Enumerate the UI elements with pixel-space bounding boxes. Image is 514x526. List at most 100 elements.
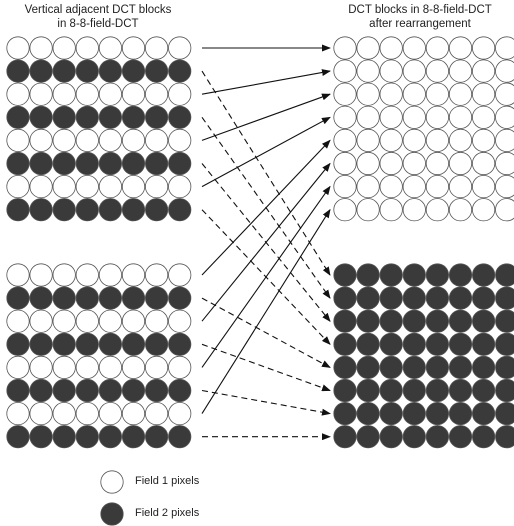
left-top-field1-pixel — [29, 82, 53, 106]
right-bottom-field2-pixel — [356, 309, 380, 333]
right-top-field1-pixel — [471, 128, 496, 152]
right-bottom-field2-pixel — [425, 425, 449, 449]
left-top-field2-pixel — [168, 198, 192, 222]
left-bottom-field2-pixel — [29, 286, 53, 310]
right-top-field1-pixel — [495, 105, 514, 129]
right-top-field1-pixel — [333, 82, 357, 106]
right-bottom-field2-pixel — [402, 401, 426, 426]
left-top-field2-pixel — [75, 151, 99, 176]
right-top-field1-pixel — [425, 175, 449, 199]
right-top-field1-pixel — [495, 128, 514, 152]
left-bottom-field1-pixel — [121, 401, 146, 426]
right-bottom-field2-pixel — [356, 378, 380, 403]
left-bottom-field1-pixel — [98, 263, 123, 287]
right-top-field1-pixel — [333, 198, 357, 222]
field1-arrow — [201, 139, 331, 276]
left-top-field2-pixel — [121, 151, 146, 176]
left-bottom-field1-pixel — [145, 309, 169, 333]
left-top-field1-pixel — [145, 36, 169, 60]
right-title-line1: DCT blocks in 8-8-field-DCT — [348, 4, 492, 16]
left-bottom-field2-pixel — [145, 332, 169, 356]
left-top-field1-pixel — [168, 36, 192, 60]
right-bottom-field2-pixel — [402, 286, 426, 310]
left-top-field1-pixel — [52, 82, 76, 106]
right-bottom-field2-pixel — [425, 263, 449, 287]
right-top-field1-pixel — [425, 151, 449, 176]
right-bottom-field2-pixel — [495, 263, 514, 287]
right-top-field1-pixel — [425, 198, 449, 222]
left-top-field1-pixel — [145, 128, 169, 152]
left-bottom-field2-pixel — [168, 378, 192, 403]
right-top-field1-pixel — [471, 198, 496, 222]
left-top-field2-pixel — [145, 59, 169, 83]
left-bottom-field1-pixel — [29, 355, 53, 379]
right-bottom-field2-pixel — [471, 332, 496, 356]
left-bottom-field2-pixel — [6, 425, 30, 449]
left-bottom-field2-pixel — [75, 378, 99, 403]
right-top-field1-pixel — [356, 175, 380, 199]
right-bottom-field2-pixel — [379, 332, 403, 356]
left-bottom-field2-pixel — [75, 332, 99, 356]
right-bottom-field2-pixel — [495, 402, 514, 426]
right-top-field1-pixel — [356, 105, 380, 129]
field2-arrow — [201, 343, 331, 392]
right-top-field1-pixel — [402, 198, 426, 222]
right-title: DCT blocks in 8-8-field-DCT after rearra… — [322, 3, 514, 31]
right-bottom-field2-pixel — [471, 425, 496, 449]
left-top-field1-pixel — [6, 128, 30, 152]
right-top-field1-pixel — [333, 175, 357, 199]
left-top-field1-pixel — [29, 128, 53, 152]
left-bottom-field1-pixel — [145, 263, 169, 287]
field1-arrow — [201, 162, 331, 322]
left-bottom-field2-pixel — [52, 378, 76, 403]
left-title-line2: in 8-8-field-DCT — [57, 18, 139, 30]
right-bottom-field2-pixel — [448, 263, 473, 287]
right-top-field1-pixel — [495, 151, 514, 176]
left-top-field2-pixel — [168, 151, 192, 176]
right-bottom-field2-pixel — [425, 401, 449, 426]
right-bottom-field2-pixel — [333, 401, 357, 426]
left-top-field2-pixel — [6, 151, 30, 176]
left-bottom-field1-pixel — [6, 309, 30, 333]
left-top-field1-pixel — [121, 82, 146, 106]
left-bottom-field1-pixel — [29, 263, 53, 287]
left-top-field2-pixel — [52, 198, 76, 222]
right-top-field1-pixel — [333, 151, 357, 176]
left-top-field2-pixel — [6, 105, 30, 129]
left-bottom-field2-pixel — [6, 286, 30, 310]
right-bottom-field2-pixel — [333, 425, 357, 449]
right-top-field1-pixel — [425, 82, 449, 106]
left-top-field1-pixel — [29, 36, 53, 60]
left-top-dct-block — [6, 36, 192, 222]
left-top-field1-pixel — [145, 82, 169, 106]
left-bottom-field2-pixel — [52, 425, 76, 449]
right-bottom-field2-pixel — [402, 309, 426, 333]
right-bottom-field2-pixel — [379, 286, 403, 310]
right-bottom-field2-pixel — [333, 355, 357, 379]
left-title-line1: Vertical adjacent DCT blocks — [24, 4, 172, 16]
right-bottom-field2-pixel — [448, 309, 473, 333]
right-bottom-field2-pixel — [471, 401, 496, 426]
left-bottom-field1-pixel — [98, 355, 123, 379]
right-bottom-field2-pixel — [356, 355, 380, 379]
right-top-field1-pixel — [379, 59, 403, 83]
right-top-field1-pixel — [448, 128, 473, 152]
left-bottom-field2-pixel — [121, 332, 146, 356]
left-top-field1-pixel — [121, 175, 146, 199]
right-top-field1-pixel — [402, 128, 426, 152]
left-bottom-field2-pixel — [52, 332, 76, 356]
left-top-field2-pixel — [6, 198, 30, 222]
left-bottom-field1-pixel — [29, 309, 53, 333]
right-bottom-field2-pixel — [471, 355, 496, 379]
left-top-field1-pixel — [98, 36, 123, 60]
left-bottom-field1-pixel — [121, 355, 146, 379]
left-top-field1-pixel — [168, 175, 192, 199]
left-bottom-field1-pixel — [98, 401, 123, 426]
left-top-field2-pixel — [121, 105, 146, 129]
left-bottom-field2-pixel — [168, 286, 192, 310]
left-bottom-field2-pixel — [75, 286, 99, 310]
right-bottom-field2-pixel — [471, 286, 496, 310]
left-bottom-field1-pixel — [6, 263, 30, 287]
left-top-field1-pixel — [98, 128, 123, 152]
right-bottom-field2-pixel — [402, 425, 426, 449]
